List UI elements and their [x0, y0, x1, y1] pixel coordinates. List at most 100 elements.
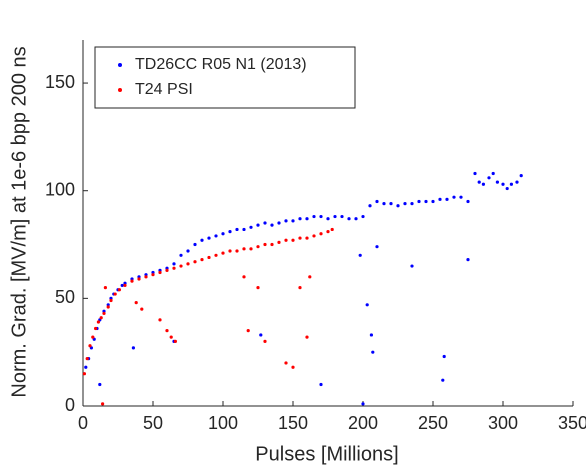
- point: [200, 238, 204, 242]
- point: [246, 329, 250, 333]
- point: [452, 195, 456, 199]
- point: [459, 195, 463, 199]
- point: [298, 285, 302, 290]
- point: [369, 333, 373, 337]
- point: [106, 305, 110, 309]
- point: [515, 180, 519, 184]
- point: [270, 223, 274, 227]
- point: [91, 335, 95, 339]
- point: [333, 214, 337, 219]
- point: [165, 329, 169, 333]
- point: [298, 217, 302, 221]
- point: [172, 262, 176, 266]
- point: [158, 318, 162, 322]
- point: [186, 262, 190, 266]
- point: [84, 365, 88, 369]
- point: [172, 266, 176, 270]
- point: [501, 182, 505, 186]
- y-axis-label: Norm. Grad. [MV/m] at 1e-6 bpp 200 ns: [8, 46, 30, 397]
- point: [158, 270, 162, 275]
- point: [207, 255, 211, 260]
- point: [263, 242, 267, 247]
- point: [140, 307, 144, 311]
- point: [263, 221, 267, 225]
- point: [109, 298, 113, 303]
- point: [477, 180, 481, 184]
- point: [193, 260, 197, 264]
- point: [96, 320, 100, 324]
- point: [200, 258, 204, 262]
- x-tick-label: 50: [143, 413, 163, 433]
- point: [242, 275, 246, 279]
- x-tick-label: 350: [558, 413, 586, 433]
- legend-label: TD26CC R05 N1 (2013): [135, 56, 307, 73]
- point: [371, 350, 375, 354]
- x-tick-label: 150: [278, 413, 308, 433]
- point: [375, 245, 379, 249]
- point: [123, 283, 127, 288]
- point: [312, 214, 316, 219]
- point: [368, 204, 372, 208]
- point: [326, 217, 330, 221]
- point: [424, 199, 428, 204]
- point: [442, 354, 446, 359]
- y-tick-label: 0: [65, 395, 75, 415]
- point: [179, 253, 183, 257]
- point: [235, 249, 239, 253]
- point: [505, 186, 509, 191]
- point: [473, 171, 477, 176]
- point: [263, 339, 267, 344]
- point: [256, 245, 260, 249]
- y-tick-label: 50: [55, 287, 75, 307]
- point: [358, 253, 362, 257]
- point: [305, 335, 309, 339]
- point: [298, 236, 302, 240]
- legend-marker: [118, 63, 122, 67]
- point: [270, 242, 274, 247]
- point: [410, 202, 414, 206]
- point: [113, 292, 117, 296]
- point: [235, 227, 239, 232]
- point: [151, 273, 155, 277]
- point: [361, 214, 365, 219]
- point: [326, 230, 330, 234]
- point: [186, 249, 190, 253]
- point: [441, 378, 445, 382]
- point: [284, 238, 288, 242]
- point: [319, 214, 323, 219]
- point: [193, 242, 197, 247]
- point: [365, 303, 369, 307]
- x-tick-label: 250: [418, 413, 448, 433]
- point: [98, 382, 102, 387]
- point: [242, 247, 246, 251]
- point: [228, 230, 232, 234]
- point: [102, 311, 106, 316]
- point: [291, 219, 295, 223]
- x-tick-label: 0: [78, 413, 88, 433]
- point: [284, 361, 288, 365]
- point: [131, 346, 135, 350]
- x-tick-label: 200: [348, 413, 378, 433]
- point: [305, 236, 309, 240]
- point: [259, 333, 263, 337]
- point: [101, 402, 105, 406]
- point: [94, 326, 98, 331]
- point: [291, 238, 295, 242]
- point: [438, 197, 442, 201]
- point: [117, 288, 121, 292]
- point: [308, 275, 312, 279]
- point: [361, 402, 365, 406]
- point: [85, 357, 89, 361]
- point: [466, 199, 470, 204]
- point: [256, 223, 260, 227]
- point: [481, 182, 485, 186]
- point: [319, 232, 323, 236]
- x-axis-label: Pulses [Millions]: [255, 443, 398, 465]
- point: [382, 202, 386, 206]
- point: [88, 344, 92, 348]
- x-tick-label: 100: [208, 413, 238, 433]
- point: [340, 214, 344, 219]
- point: [214, 253, 218, 257]
- point: [519, 174, 523, 178]
- point: [375, 199, 379, 204]
